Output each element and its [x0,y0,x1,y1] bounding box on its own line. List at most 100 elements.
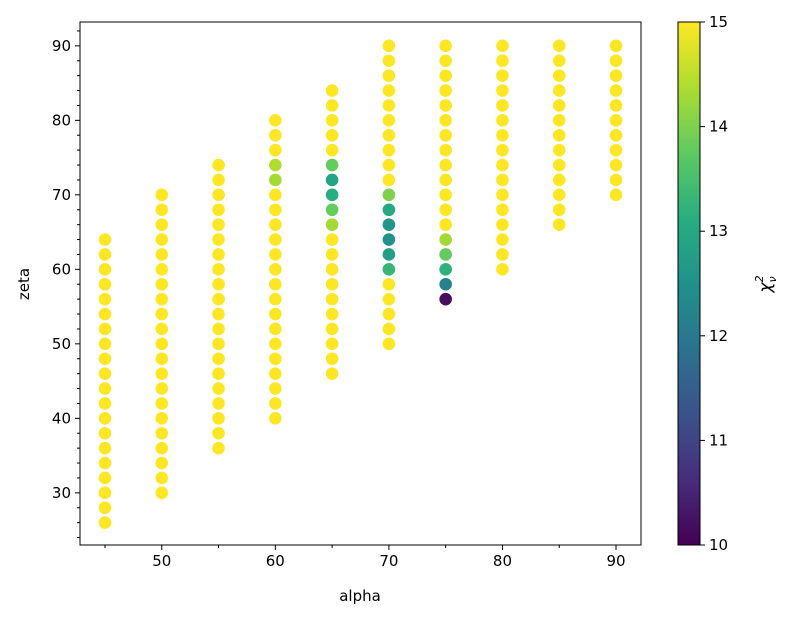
data-point [325,188,339,202]
data-point [552,39,566,53]
data-point [382,218,396,231]
data-point [439,292,452,306]
data-point [325,143,339,157]
data-point [552,203,566,217]
data-point [212,292,225,306]
colorbar-label-sub: ν [766,276,779,282]
data-point [382,99,396,112]
colorbar-tick-label: 10 [709,536,728,554]
data-point [496,114,509,127]
data-point [155,292,169,306]
data-point [382,84,396,97]
data-point [552,128,566,142]
y-tick-label: 30 [52,484,71,502]
colorbar-ticks: 10 11 12 13 14 15 [700,13,728,554]
data-point [496,99,509,112]
data-point [98,352,112,366]
data-point [269,352,282,366]
x-axis: 50 60 70 80 90 [104,545,626,570]
data-point [269,382,282,395]
data-point [98,233,112,246]
data-point [382,248,396,261]
data-point [98,426,112,440]
data-point [269,128,282,142]
data-point [382,188,396,202]
data-point [439,99,452,112]
data-point [382,263,396,276]
data-point [382,277,396,291]
data-point [212,352,225,366]
data-point [496,203,509,217]
data-point [98,292,112,306]
data-point [269,322,282,336]
data-point [439,263,452,276]
data-point [325,114,339,127]
data-point [382,39,396,53]
data-point [98,337,112,351]
data-point [439,277,452,291]
data-point [382,307,396,321]
data-point [212,307,225,321]
x-tick-label: 50 [152,552,171,570]
colorbar-label: χν2 [753,275,779,293]
colorbar-tick-label: 13 [709,222,728,240]
data-point [382,54,396,68]
data-point [212,397,225,410]
data-point [155,471,169,485]
data-point [552,143,566,157]
data-point [325,337,339,351]
colorbar-tick-label: 11 [709,431,728,449]
data-point [155,188,169,202]
data-point [98,263,112,276]
data-point [496,233,509,246]
y-tick-label: 80 [52,111,71,129]
colorbar-tick-label: 15 [709,13,728,31]
data-point [269,337,282,351]
data-point [155,307,169,321]
data-point [382,69,396,82]
data-point [325,128,339,142]
data-point [609,99,623,112]
y-tick-label: 60 [52,260,71,278]
y-axis: 30 40 50 60 70 80 90 [52,30,80,539]
data-point [439,39,452,53]
colorbar-label-sup: 2 [753,275,766,282]
data-point [496,173,509,187]
data-point [98,486,112,500]
data-point [98,471,112,485]
data-point [212,367,225,380]
data-point [325,248,339,261]
data-point [609,158,623,172]
data-point [325,277,339,291]
data-point [496,143,509,157]
data-point [552,218,566,231]
data-point [155,456,169,470]
data-point [439,173,452,187]
data-point [496,54,509,68]
data-point [382,203,396,217]
data-point [155,233,169,246]
data-point [155,218,169,231]
data-point [439,218,452,231]
data-point [325,203,339,217]
data-point [98,248,112,261]
data-point [212,158,225,172]
data-point [269,158,282,172]
data-point [439,84,452,97]
data-point [382,158,396,172]
data-point [382,114,396,127]
y-tick-label: 50 [52,335,71,353]
data-point [325,322,339,336]
data-point [269,248,282,261]
data-point [212,263,225,276]
data-point [439,54,452,68]
data-point [496,188,509,202]
data-point [439,248,452,261]
data-point [609,54,623,68]
data-point [496,263,509,276]
data-point [552,84,566,97]
data-point [552,99,566,112]
data-point [552,173,566,187]
data-point [496,128,509,142]
data-point [439,69,452,82]
